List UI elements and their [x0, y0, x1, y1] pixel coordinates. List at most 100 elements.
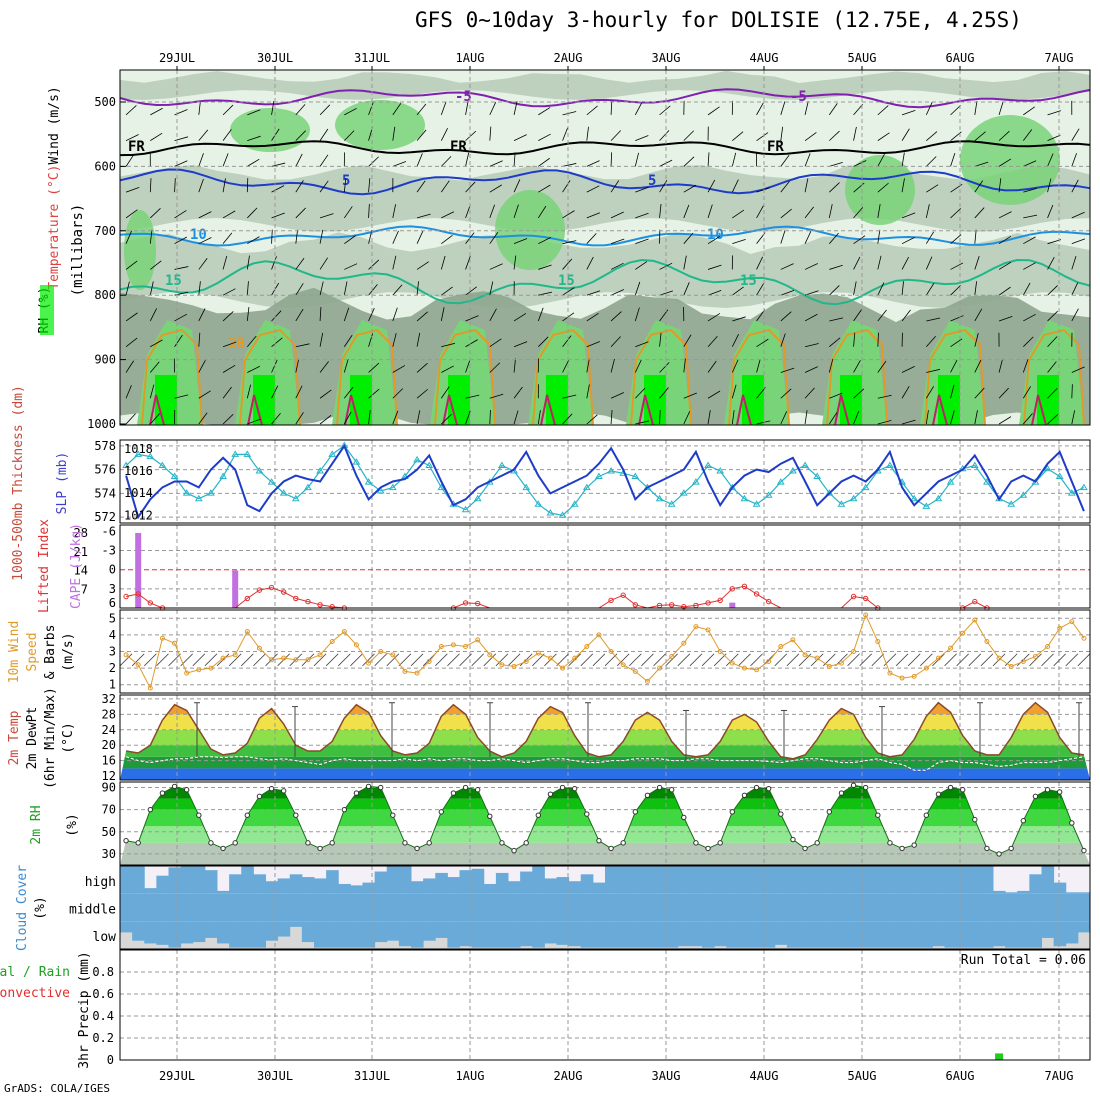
wind-barb	[368, 259, 380, 270]
wind-barb	[683, 334, 692, 347]
cloud-bar-high	[665, 866, 679, 894]
wind-barb-10m	[556, 653, 569, 667]
wind-barb-10m	[786, 653, 800, 667]
slp-point	[1067, 489, 1076, 496]
wind-barb	[465, 130, 477, 141]
wind-barb	[1047, 361, 1057, 373]
precip-ylabel-convective: Convective	[0, 986, 70, 1001]
cloud-bar-middle	[738, 893, 751, 922]
wind-barb	[974, 359, 982, 373]
slp-point	[498, 461, 506, 468]
wind-barb	[1047, 387, 1058, 399]
wind-barb	[368, 333, 374, 347]
cloud-level-label: middle	[69, 903, 116, 918]
wind-barb-10m	[204, 653, 218, 667]
wind-barb	[974, 207, 985, 219]
wind-barb	[756, 283, 765, 296]
wind-barb	[1047, 336, 1058, 347]
wind-barb	[247, 236, 260, 245]
rh-point	[571, 785, 578, 792]
wind-barb	[950, 152, 956, 167]
cloud-bar-high	[398, 866, 412, 894]
cape-panel-frame	[119, 524, 1091, 609]
wind-barb-10m	[398, 653, 412, 667]
wind-barb	[586, 358, 590, 373]
cloud-bar-high	[204, 870, 218, 894]
cloud-bar-low	[726, 921, 739, 948]
wind-barb	[901, 178, 905, 193]
x-tick-label-bottom: 6AUG	[946, 1069, 975, 1083]
wind-barb	[780, 411, 788, 425]
wind-barb	[756, 102, 764, 116]
wind-barb-10m	[471, 653, 484, 667]
wind-barb	[610, 238, 625, 245]
wind-barb-10m	[980, 653, 994, 667]
rh-point	[705, 845, 711, 852]
credit-label: GrADS: COLA/IGES	[4, 1082, 110, 1095]
wind-barb	[998, 387, 1009, 399]
rh-point	[329, 840, 335, 846]
cloud-bar-high	[544, 878, 557, 894]
cloud-bar-low	[398, 921, 412, 947]
wind-barb	[780, 208, 792, 219]
isotherm-label: FR	[450, 139, 467, 155]
wind-barb-10m	[338, 653, 351, 667]
temp-ylabel: (6hr Min/Max)	[43, 687, 58, 789]
rh-point	[596, 837, 602, 844]
wind-speed-point	[972, 617, 978, 623]
precip-panel-frame	[119, 949, 1091, 1061]
rh-point	[147, 806, 154, 813]
wind-barb	[174, 313, 188, 322]
wind-barb	[562, 240, 577, 245]
wind-barb	[707, 264, 722, 270]
thickness-panel	[120, 440, 1090, 523]
cloud-bar-low	[920, 921, 933, 948]
wind-speed-point	[887, 670, 893, 676]
wind-barb	[174, 160, 188, 167]
thickness-tick-label: 578	[94, 439, 116, 453]
precip-ylabel: 3hr Precip (mm)	[77, 951, 92, 1068]
wind-barb-10m	[592, 653, 606, 667]
x-tick-label-top: 31JUL	[354, 51, 390, 65]
wind-barb	[149, 384, 155, 399]
wind-barb	[343, 206, 353, 219]
cloud-bar-low	[786, 921, 800, 948]
wind-barb	[465, 181, 476, 193]
wind-barb	[926, 131, 938, 141]
lifted-index-point	[256, 587, 263, 593]
wind-barb	[537, 410, 541, 425]
wind-barb	[198, 153, 204, 167]
wind-barb	[562, 287, 575, 296]
wind-barb	[634, 307, 640, 322]
wind-barb	[829, 182, 840, 193]
wind-barb-10m	[956, 653, 969, 667]
wind-barb	[465, 394, 480, 399]
x-tick-label-top: 7AUG	[1045, 51, 1074, 65]
isotherm-label: 5	[648, 173, 656, 189]
rh-point	[584, 811, 590, 817]
wind-barb-10m	[532, 653, 545, 667]
wind-barb	[659, 203, 662, 218]
wind-barb	[222, 288, 236, 296]
wind-barb	[489, 232, 499, 244]
wind-barb	[586, 384, 590, 399]
wind-barb	[925, 102, 933, 116]
wind-speed-point	[669, 653, 675, 659]
cloud-bar-high	[1041, 866, 1055, 894]
cloud-bar-middle	[702, 893, 715, 922]
wind-barb	[659, 309, 669, 322]
wind-speed-point	[911, 673, 917, 679]
wind-barb	[295, 229, 298, 244]
slp-point	[413, 455, 421, 463]
wind-barb	[877, 332, 879, 347]
wind-barb	[392, 333, 397, 347]
lifted-index-point	[632, 602, 639, 608]
isotherm-25-line	[247, 394, 263, 426]
rh-point	[850, 782, 857, 789]
cloud-bar-high	[859, 866, 873, 894]
wind-barb	[974, 333, 979, 347]
wind-barb	[343, 411, 352, 425]
wind-barb	[683, 130, 694, 141]
rh-point	[1008, 845, 1014, 852]
wind-barb	[925, 410, 929, 425]
